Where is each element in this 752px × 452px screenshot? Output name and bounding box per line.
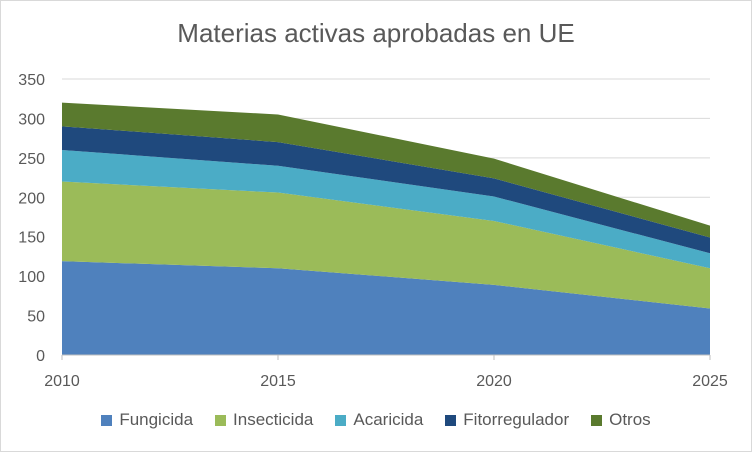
legend-swatch <box>101 414 113 426</box>
legend-swatch <box>445 414 457 426</box>
y-tick-label: 350 <box>18 72 45 89</box>
x-tick-labels: 2010 2015 2020 2025 <box>44 373 728 390</box>
area-acaricida <box>62 149 710 269</box>
y-tick-label: 50 <box>27 309 45 326</box>
x-tick-label: 2015 <box>260 373 296 390</box>
legend-label: Otros <box>609 410 651 429</box>
legend-label: Fungicida <box>119 410 194 429</box>
legend-item-acaricida: Acaricida <box>335 410 423 430</box>
legend-item-fitorregulador: Fitorregulador <box>445 410 569 430</box>
y-tick-label: 100 <box>18 269 45 286</box>
x-axis <box>61 354 711 360</box>
area-insecticida <box>62 181 710 309</box>
legend: Fungicida Insecticida Acaricida Fitorregula… <box>0 410 752 430</box>
y-tick-label: 200 <box>18 190 45 207</box>
legend-swatch <box>335 414 347 426</box>
x-tick-label: 2025 <box>692 373 728 390</box>
legend-item-fungicida: Fungicida <box>101 410 193 430</box>
area-otros <box>62 102 710 238</box>
x-tick-label: 2020 <box>476 373 512 390</box>
y-tick-label: 0 <box>36 348 45 365</box>
x-tick-label: 2010 <box>44 373 80 390</box>
legend-label: Acaricida <box>353 410 424 429</box>
legend-label: Fitorregulador <box>463 410 570 429</box>
chart-title: Materias activas aprobadas en UE <box>177 18 575 48</box>
area-fungicida <box>62 261 710 355</box>
y-tick-label: 250 <box>18 151 45 168</box>
y-tick-label: 150 <box>18 230 45 247</box>
y-tick-label: 300 <box>18 111 45 128</box>
legend-item-insecticida: Insecticida <box>215 410 313 430</box>
area-fitorregulador <box>62 126 710 254</box>
legend-item-otros: Otros <box>591 410 651 430</box>
legend-label: Insecticida <box>233 410 314 429</box>
y-tick-labels: 0 50 100 150 200 250 300 350 <box>18 72 45 365</box>
legend-swatch <box>591 414 603 426</box>
area-series <box>62 102 710 355</box>
legend-swatch <box>215 414 227 426</box>
